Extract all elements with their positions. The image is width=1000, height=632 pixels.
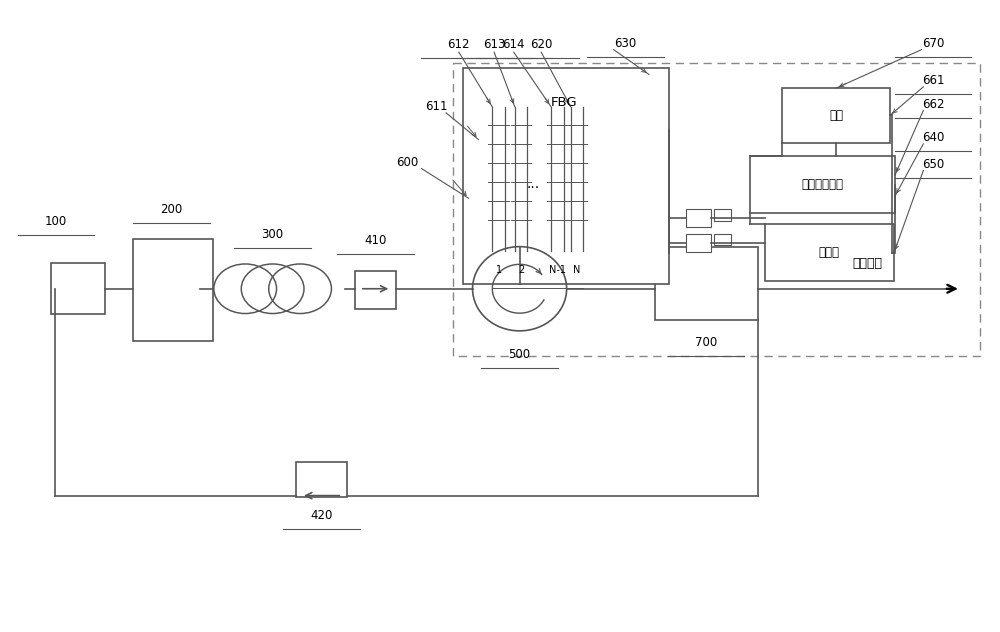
Text: 电源: 电源 <box>829 109 843 122</box>
Text: 613: 613 <box>483 38 505 51</box>
Text: FBG: FBG <box>551 97 578 109</box>
Text: ···: ··· <box>526 181 539 195</box>
Text: 600: 600 <box>396 156 418 169</box>
Text: 611: 611 <box>425 100 448 113</box>
Text: 640: 640 <box>922 131 944 144</box>
Bar <box>296 461 347 497</box>
Text: 700: 700 <box>695 336 717 348</box>
Bar <box>463 68 669 284</box>
Bar <box>782 88 890 143</box>
Text: 410: 410 <box>364 234 387 247</box>
Text: 662: 662 <box>922 98 944 111</box>
Text: 630: 630 <box>614 37 637 50</box>
Text: 压电陶瓷驱动: 压电陶瓷驱动 <box>801 178 843 191</box>
Text: 661: 661 <box>922 74 944 87</box>
Bar <box>655 246 758 320</box>
Text: 420: 420 <box>310 509 333 522</box>
Text: 650: 650 <box>922 158 944 171</box>
Bar <box>765 224 894 281</box>
Bar <box>355 271 396 308</box>
Bar <box>51 264 105 314</box>
Bar <box>714 209 731 221</box>
Text: 620: 620 <box>530 38 552 51</box>
Text: 500: 500 <box>509 348 531 361</box>
Text: 控制器: 控制器 <box>819 246 840 259</box>
Text: 670: 670 <box>922 37 944 50</box>
Text: 1: 1 <box>495 265 502 274</box>
Text: 614: 614 <box>502 38 525 51</box>
Bar <box>714 234 731 245</box>
Text: 200: 200 <box>161 203 183 216</box>
Text: 激光输出: 激光输出 <box>852 257 883 270</box>
Bar <box>132 239 213 341</box>
Text: 2: 2 <box>518 265 524 274</box>
Text: 612: 612 <box>448 38 470 51</box>
Text: 300: 300 <box>262 228 284 241</box>
Text: N: N <box>573 265 581 274</box>
Bar <box>686 234 711 252</box>
Bar <box>478 80 650 274</box>
Bar <box>453 63 980 356</box>
Bar <box>686 209 711 227</box>
Text: 100: 100 <box>45 216 67 228</box>
Text: N-1: N-1 <box>549 265 566 274</box>
Bar <box>750 156 895 213</box>
